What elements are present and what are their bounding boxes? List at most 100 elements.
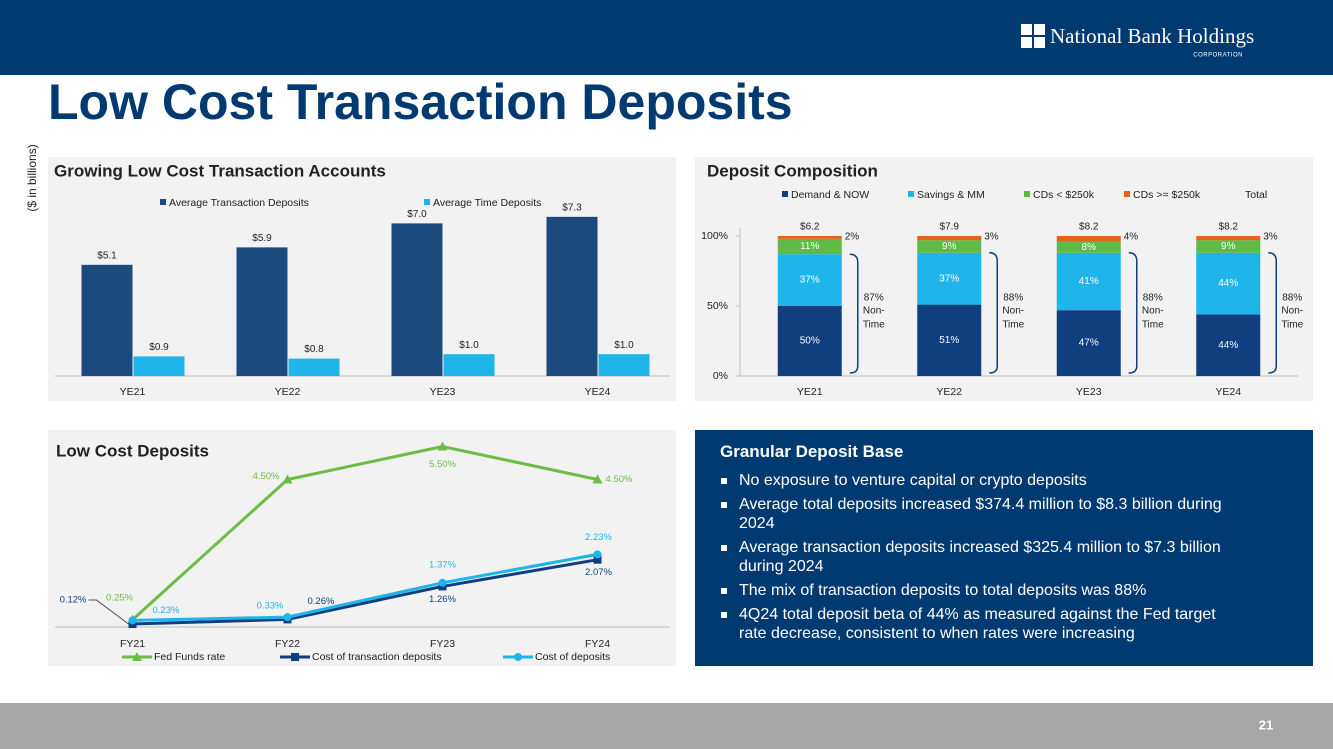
- data-label: 8%: [1082, 242, 1097, 253]
- x-tick-label: YE23: [1076, 386, 1102, 398]
- leader-line: [88, 599, 129, 625]
- legend-label: Average Transaction Deposits: [169, 197, 309, 209]
- bar-segment: [917, 240, 982, 253]
- bar: [598, 354, 650, 376]
- logo-subtext: CORPORATION: [1193, 53, 1243, 59]
- point: [593, 555, 602, 564]
- data-label: 4.50%: [253, 471, 280, 482]
- bar-segment: [1196, 240, 1261, 253]
- data-label: 4%: [1124, 232, 1139, 243]
- legend-swatch: [1024, 191, 1030, 197]
- data-label: $1.0: [459, 340, 479, 351]
- point: [437, 441, 448, 451]
- data-label: 11%: [800, 241, 819, 252]
- data-label: 4.50%: [606, 474, 633, 485]
- bullet: No exposure to venture capital or crypto…: [720, 471, 1232, 490]
- bar-segment: [1056, 236, 1121, 242]
- data-label: $0.9: [149, 342, 169, 353]
- data-label: $5.9: [252, 233, 272, 244]
- data-label: 2.07%: [585, 567, 612, 578]
- x-tick-label: YE21: [120, 386, 146, 398]
- logo-text: National Bank Holdings: [1050, 24, 1254, 48]
- annotation: Time: [863, 320, 885, 331]
- data-label: 0.12%: [60, 595, 87, 606]
- bar-segment: [1196, 314, 1261, 376]
- bracket: [1128, 252, 1138, 374]
- data-label: 3%: [984, 232, 999, 243]
- annotation: 88%: [1003, 293, 1023, 304]
- point: [283, 613, 292, 622]
- x-tick-label: YE24: [1215, 386, 1241, 398]
- bar-segment: [1056, 252, 1121, 311]
- point: [128, 616, 137, 625]
- x-tick-label: YE22: [275, 386, 301, 398]
- bullet: Average total deposits increased $374.4 …: [720, 495, 1232, 533]
- annotation: Non-: [1281, 306, 1303, 317]
- data-label: 5.50%: [429, 459, 456, 470]
- chart-panel: [48, 430, 676, 666]
- x-tick-label: FY21: [120, 638, 145, 650]
- data-label: 50%: [800, 336, 820, 347]
- annotation: Time: [1002, 320, 1024, 331]
- data-label: 9%: [942, 241, 957, 252]
- legend-label: Savings & MM: [917, 189, 985, 201]
- x-tick-label: FY22: [275, 638, 300, 650]
- bracket: [989, 252, 998, 374]
- legend-label: Demand & NOW: [791, 189, 869, 201]
- annotation: Non-: [1142, 306, 1164, 317]
- bar-segment: [917, 236, 982, 241]
- legend-marker: [132, 652, 142, 661]
- y-tick-label: 100%: [701, 230, 728, 242]
- y-axis-label: ($ in billions): [25, 144, 39, 211]
- total-label: $6.2: [800, 222, 820, 233]
- x-tick-label: YE24: [585, 386, 611, 398]
- bullet: 4Q24 total deposit beta of 44% as measur…: [720, 605, 1232, 643]
- data-label: 44%: [1218, 278, 1238, 289]
- point: [593, 550, 602, 559]
- legend-label: Total: [1245, 189, 1267, 201]
- slide-title: Low Cost Transaction Deposits: [48, 74, 793, 130]
- bar-segment: [1196, 236, 1261, 241]
- legend-label: CDs < $250k: [1033, 189, 1095, 201]
- bracket: [1268, 252, 1277, 374]
- panel-title: Granular Deposit Base: [720, 442, 904, 461]
- bullet: The mix of transaction deposits to total…: [720, 581, 1232, 600]
- data-label: 2%: [845, 232, 860, 243]
- bullet: Average transaction deposits increased $…: [720, 538, 1232, 576]
- page-number: 21: [1259, 717, 1273, 732]
- legend-marker: [514, 653, 522, 661]
- text-panel: [695, 430, 1313, 666]
- bar-segment: [777, 238, 842, 255]
- y-tick-label: 50%: [707, 300, 728, 312]
- data-label: 44%: [1218, 340, 1238, 351]
- point: [438, 578, 447, 587]
- annotation: Time: [1281, 320, 1303, 331]
- line: [132, 552, 598, 622]
- footer-band: [0, 703, 1333, 749]
- bar-segment: [1196, 252, 1261, 315]
- data-label: 47%: [1079, 338, 1099, 349]
- point: [282, 474, 293, 484]
- data-label: $7.3: [562, 203, 582, 214]
- bar: [81, 264, 133, 376]
- data-label: $7.0: [407, 209, 427, 220]
- data-label: 0.23%: [153, 605, 180, 616]
- bar-segment: [777, 236, 842, 239]
- bullet-list: No exposure to venture capital or crypto…: [720, 471, 1232, 643]
- data-label: 41%: [1079, 276, 1099, 287]
- legend-label: Average Time Deposits: [433, 197, 541, 209]
- line: [132, 558, 598, 626]
- annotation: Non-: [863, 306, 885, 317]
- chart-title: Low Cost Deposits: [56, 441, 209, 460]
- bar-segment: [1056, 310, 1121, 376]
- bar-segment: [917, 252, 982, 305]
- bar-segment: [777, 306, 842, 376]
- legend-label: Cost of deposits: [535, 651, 610, 663]
- logo-icon: [1021, 24, 1045, 48]
- bar: [133, 356, 185, 376]
- x-tick-label: YE21: [797, 386, 823, 398]
- x-tick-label: YE23: [430, 386, 456, 398]
- text-panel-content: Granular Deposit Base No exposure to ven…: [695, 430, 1313, 666]
- data-label: 0.25%: [106, 592, 133, 603]
- line: [131, 444, 598, 621]
